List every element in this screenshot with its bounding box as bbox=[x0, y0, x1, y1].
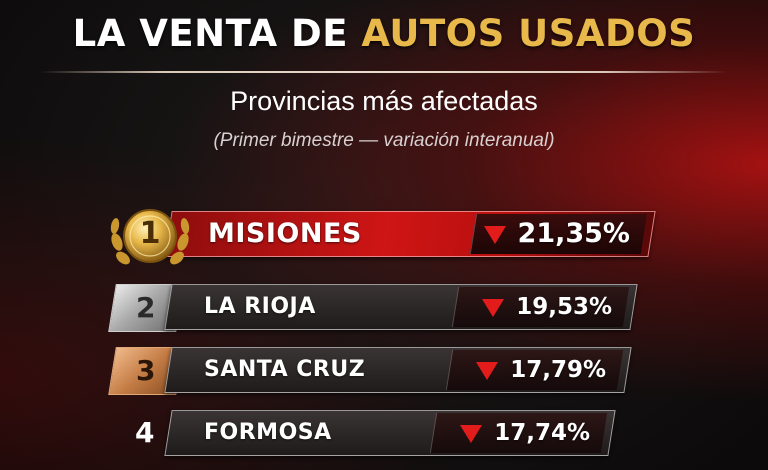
title-white: LA VENTA DE bbox=[72, 12, 362, 55]
title-gold: AUTOS USADOS bbox=[361, 12, 696, 55]
down-triangle-icon bbox=[476, 362, 498, 380]
province-name: SANTA CRUZ bbox=[204, 357, 366, 382]
province-name: MISIONES bbox=[208, 218, 362, 249]
value-label: 21,35% bbox=[517, 218, 630, 249]
ranking-row: LA RIOJA 19,53% bbox=[164, 284, 638, 330]
value-label: 17,79% bbox=[510, 357, 606, 383]
subtitle: Provincias más afectadas bbox=[230, 86, 538, 116]
rank-number: 4 bbox=[135, 416, 155, 449]
period-note: (Primer bimestre — variación interanual) bbox=[213, 130, 555, 151]
down-triangle-icon bbox=[482, 299, 504, 317]
rank-number: 2 bbox=[136, 291, 156, 324]
province-name: FORMOSA bbox=[204, 420, 332, 445]
page-title: LA VENTA DE AUTOS USADOS bbox=[0, 12, 768, 55]
ranking-row: SANTA CRUZ 17,79% bbox=[164, 347, 632, 393]
value-label: 19,53% bbox=[516, 294, 612, 320]
ranking-row: MISIONES 21,35% bbox=[164, 211, 656, 257]
down-triangle-icon bbox=[460, 425, 482, 443]
ranking-row: FORMOSA 17,74% bbox=[164, 410, 616, 456]
title-divider bbox=[40, 71, 728, 73]
province-name: LA RIOJA bbox=[204, 294, 316, 319]
value-label: 17,74% bbox=[494, 420, 590, 446]
rank-number: 1 bbox=[139, 216, 161, 251]
gold-medal-icon bbox=[110, 209, 190, 265]
rank-number: 3 bbox=[136, 354, 156, 387]
down-triangle-icon bbox=[484, 226, 506, 244]
